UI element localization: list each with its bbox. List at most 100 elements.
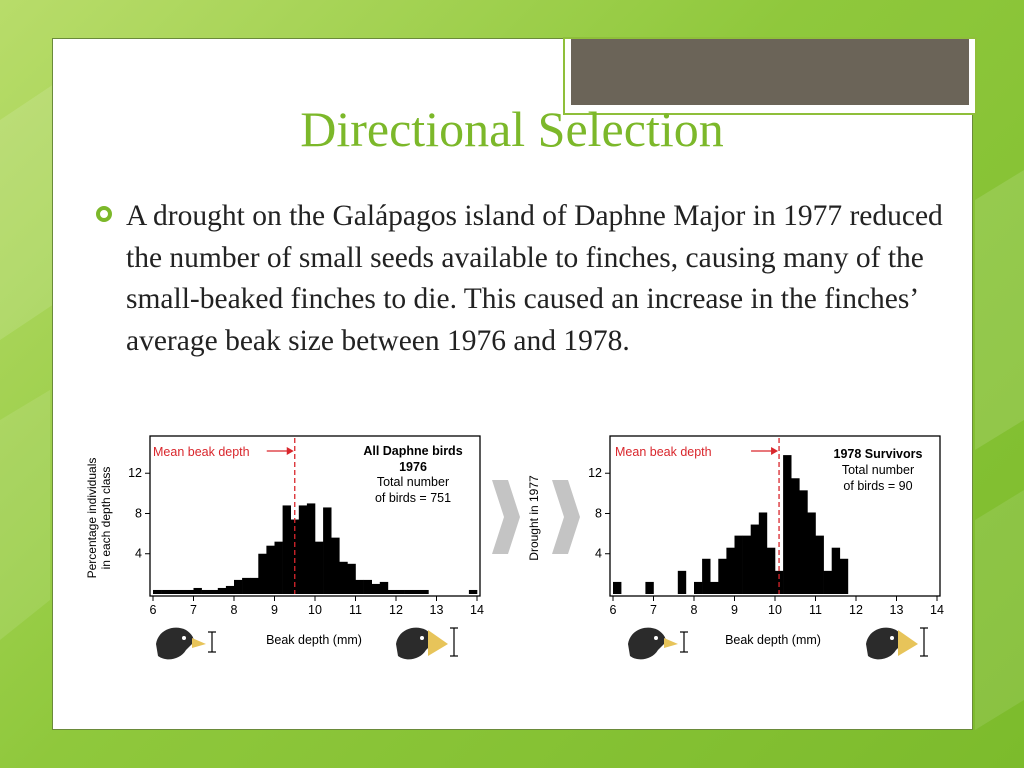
annotation-title-1976-line2: 1976 — [399, 460, 427, 474]
y-axis-label-line2: in each depth class — [99, 467, 113, 570]
histogram-bar — [209, 589, 219, 594]
histogram-bar — [420, 589, 429, 594]
histogram-bar — [153, 589, 162, 594]
histogram-bar — [274, 541, 283, 594]
histogram-bar — [339, 561, 348, 594]
x-tick-label: 6 — [610, 603, 617, 617]
mean-label-1976: Mean beak depth — [153, 445, 250, 459]
annotation-1976-line2: of birds = 751 — [375, 491, 451, 505]
histogram-bar — [412, 589, 421, 594]
annotation-title-1976-line1: All Daphne birds — [363, 444, 462, 458]
histogram-bar — [791, 478, 800, 594]
histogram-bar — [298, 505, 308, 594]
y-tick-label: 8 — [135, 506, 142, 520]
x-tick-label: 12 — [389, 603, 403, 617]
x-tick-label: 12 — [849, 603, 863, 617]
histogram-bar — [379, 581, 389, 594]
x-tick-label: 10 — [768, 603, 782, 617]
histogram-bar — [468, 589, 478, 594]
histogram-bar — [645, 581, 654, 594]
y-tick-label: 4 — [595, 547, 602, 561]
finch-large-beak-icon — [396, 627, 458, 660]
x-tick-label: 13 — [890, 603, 904, 617]
bullet-text: A drought on the Galápagos island of Dap… — [126, 200, 943, 357]
histogram-bar — [702, 558, 711, 594]
header-photo-frame — [563, 37, 977, 115]
histogram-bar — [169, 589, 178, 594]
histogram-bar — [823, 570, 832, 594]
x-tick-label: 14 — [470, 603, 484, 617]
header-photo — [571, 39, 969, 105]
histogram-bar — [831, 547, 841, 594]
histogram-bar — [258, 553, 267, 594]
histogram-bar — [807, 512, 816, 594]
histogram-bar — [177, 589, 186, 594]
histogram-1978: Mean beak depth 1978 Survivors Total num… — [588, 435, 944, 647]
histogram-bar — [266, 545, 275, 594]
x-tick-label: 11 — [349, 603, 362, 617]
x-tick-label: 11 — [809, 603, 822, 617]
finch-large-beak-icon-2 — [866, 627, 928, 660]
histogram-bar — [404, 589, 413, 594]
x-tick-label: 7 — [650, 603, 657, 617]
annotation-title-1978-line1: 1978 Survivors — [834, 447, 923, 461]
histogram-bar — [225, 585, 235, 594]
histogram-bar — [306, 503, 316, 594]
drought-label: Drought in 1977 — [527, 475, 541, 561]
histogram-bar — [250, 577, 259, 594]
x-tick-label: 7 — [190, 603, 197, 617]
histogram-bar — [323, 507, 332, 594]
histogram-bar — [677, 570, 687, 594]
finch-small-beak-icon — [156, 627, 216, 660]
x-axis-label-1976: Beak depth (mm) — [266, 633, 362, 647]
x-tick-label: 10 — [308, 603, 322, 617]
histogram-bar — [613, 581, 622, 594]
histogram-bar — [839, 558, 849, 594]
histogram-bar — [347, 563, 356, 594]
y-axis-label-line1: Percentage individuals — [85, 458, 99, 579]
histogram-bar — [234, 579, 243, 594]
histogram-bar — [694, 581, 703, 594]
histogram-bar — [758, 512, 768, 594]
slide-title: Directional Selection — [300, 101, 724, 157]
histogram-1976: Mean beak depth All Daphne birds 1976 To… — [128, 435, 484, 647]
histogram-bar — [185, 589, 194, 594]
x-axis-label-1978: Beak depth (mm) — [725, 633, 821, 647]
annotation-1978-line2: of birds = 90 — [843, 479, 912, 493]
beak-depth-figure: Percentage individuals in each depth cla… — [85, 435, 944, 660]
histogram-bar — [710, 581, 719, 594]
histogram-bar — [282, 505, 291, 594]
histogram-bar — [363, 579, 372, 594]
x-tick-label: 13 — [430, 603, 444, 617]
slide-panel — [52, 37, 977, 730]
histogram-bar — [315, 541, 324, 594]
mean-label-1978: Mean beak depth — [615, 445, 712, 459]
histogram-bar — [799, 490, 808, 594]
histogram-bar — [193, 587, 202, 594]
drought-arrow: Drought in 1977 — [492, 475, 580, 561]
histogram-bar — [815, 535, 824, 594]
x-tick-label: 9 — [271, 603, 278, 617]
histogram-bar — [783, 455, 792, 594]
histogram-bar — [750, 524, 760, 594]
histogram-bar — [766, 547, 776, 594]
histogram-bar — [355, 579, 364, 594]
histogram-bar — [290, 519, 300, 594]
histogram-bar — [161, 589, 170, 594]
y-tick-label: 12 — [128, 466, 142, 480]
histogram-bar — [217, 587, 227, 594]
histogram-bar — [742, 535, 751, 594]
y-tick-label: 8 — [595, 506, 602, 520]
mean-arrowhead — [771, 447, 779, 455]
histogram-bar — [331, 537, 340, 594]
histogram-bar — [242, 577, 251, 594]
histogram-bar — [718, 558, 727, 594]
finch-small-beak-icon-2 — [628, 627, 688, 660]
x-tick-label: 8 — [691, 603, 698, 617]
y-tick-label: 4 — [135, 547, 142, 561]
x-tick-label: 8 — [231, 603, 238, 617]
y-tick-label: 12 — [588, 466, 602, 480]
x-tick-label: 6 — [150, 603, 157, 617]
histogram-bar — [726, 547, 735, 594]
histogram-bar — [396, 589, 405, 594]
